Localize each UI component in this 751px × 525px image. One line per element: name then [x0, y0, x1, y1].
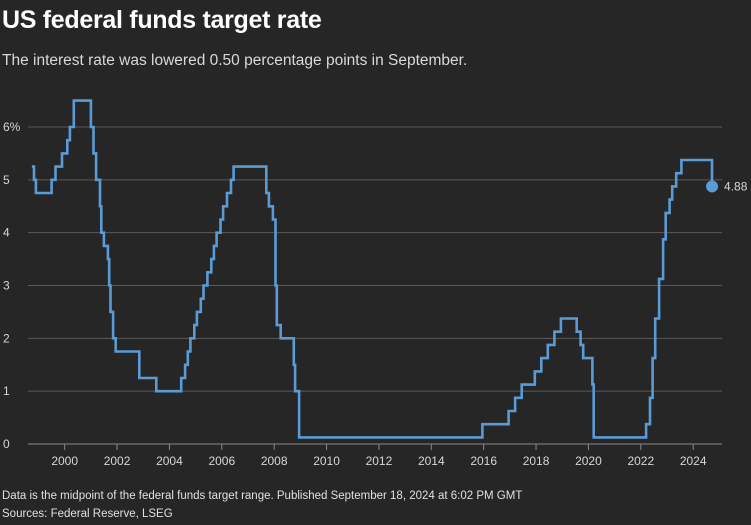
y-tick-label: 4 — [3, 226, 10, 240]
x-tick-label: 2016 — [470, 454, 497, 468]
x-tick-label: 2000 — [51, 454, 78, 468]
x-tick-label: 2020 — [575, 454, 602, 468]
x-tick-label: 2002 — [104, 454, 131, 468]
y-axis-ticks: 0 1 2 3 4 5 6% — [3, 120, 21, 451]
x-tick-label: 2004 — [156, 454, 183, 468]
x-tick-label: 2010 — [313, 454, 340, 468]
x-tick-label: 2022 — [627, 454, 654, 468]
series-layer: 4.88 — [31, 99, 748, 439]
chart-subtitle: The interest rate was lowered 0.50 perce… — [2, 52, 468, 69]
x-tick-label: 2012 — [366, 454, 393, 468]
gridlines — [28, 126, 722, 445]
chart-title: US federal funds target rate — [2, 6, 322, 34]
x-tick-label: 2006 — [208, 454, 235, 468]
x-tick-label: 2008 — [261, 454, 288, 468]
x-axis-ticks: 2000 2002 2004 2006 2008 2010 2012 2014 2016 2018… — [51, 444, 707, 468]
x-tick-label: 2014 — [418, 454, 445, 468]
y-tick-label: 6% — [3, 120, 21, 134]
y-tick-label: 3 — [3, 279, 10, 293]
series-line — [31, 99, 714, 439]
sources-note: Sources: Federal Reserve, LSEG — [2, 508, 173, 520]
footnote: Data is the midpoint of the federal fund… — [2, 490, 523, 502]
end-value-label: 4.88 — [724, 179, 748, 193]
x-tick-label: 2024 — [680, 454, 707, 468]
end-point-marker — [706, 180, 719, 193]
y-tick-label: 2 — [3, 331, 10, 345]
y-tick-label: 1 — [3, 384, 10, 398]
x-tick-label: 2018 — [523, 454, 550, 468]
y-tick-label: 5 — [3, 173, 10, 187]
y-tick-label: 0 — [3, 437, 10, 451]
